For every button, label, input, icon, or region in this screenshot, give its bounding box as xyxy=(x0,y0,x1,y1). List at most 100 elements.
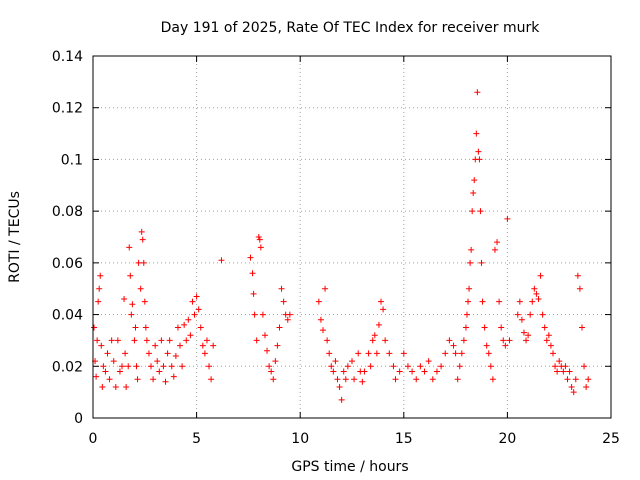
data-point xyxy=(266,363,273,370)
data-point xyxy=(481,324,488,331)
x-tick-label: 0 xyxy=(89,431,98,447)
data-point xyxy=(119,363,126,370)
data-point xyxy=(270,376,277,383)
data-point xyxy=(460,337,467,344)
data-point xyxy=(475,148,482,155)
data-point xyxy=(141,298,148,305)
data-point xyxy=(556,358,563,365)
data-point xyxy=(286,311,293,318)
data-point xyxy=(392,376,399,383)
data-point xyxy=(527,311,534,318)
data-point xyxy=(523,337,530,344)
data-point xyxy=(125,363,132,370)
data-point xyxy=(514,311,521,318)
data-point xyxy=(380,306,387,313)
data-point xyxy=(336,383,343,390)
y-tick-label: 0.14 xyxy=(52,49,83,65)
data-point xyxy=(150,376,157,383)
data-point xyxy=(126,244,133,251)
data-point xyxy=(249,270,256,277)
data-point xyxy=(127,272,134,279)
data-point xyxy=(375,321,382,328)
data-point xyxy=(272,358,279,365)
data-point xyxy=(193,293,200,300)
data-point xyxy=(97,272,104,279)
data-point xyxy=(543,337,550,344)
data-point xyxy=(104,350,111,357)
x-tick-label: 5 xyxy=(192,431,201,447)
data-point xyxy=(328,363,335,370)
data-point xyxy=(400,350,407,357)
data-point xyxy=(371,332,378,339)
data-point xyxy=(504,215,511,222)
data-point xyxy=(367,363,374,370)
data-point xyxy=(152,342,159,349)
data-point xyxy=(154,358,161,365)
data-point xyxy=(404,363,411,370)
data-point xyxy=(390,363,397,370)
data-point xyxy=(554,368,561,375)
data-point xyxy=(489,376,496,383)
data-point xyxy=(199,342,206,349)
data-point xyxy=(470,190,477,197)
data-point xyxy=(516,298,523,305)
y-tick-label: 0.1 xyxy=(61,152,83,168)
data-point xyxy=(483,342,490,349)
data-point xyxy=(112,383,119,390)
data-point xyxy=(458,350,465,357)
plot-frame xyxy=(92,55,612,419)
data-point xyxy=(338,396,345,403)
data-point xyxy=(438,363,445,370)
data-point xyxy=(256,236,263,243)
data-point xyxy=(201,350,208,357)
data-point xyxy=(257,244,264,251)
data-point xyxy=(452,350,459,357)
data-point xyxy=(187,332,194,339)
data-point xyxy=(166,337,173,344)
data-point xyxy=(319,327,326,334)
data-point xyxy=(369,337,376,344)
data-point xyxy=(506,337,513,344)
data-point xyxy=(365,350,372,357)
data-point xyxy=(552,363,559,370)
data-point xyxy=(133,363,140,370)
data-point xyxy=(409,368,416,375)
data-point xyxy=(278,285,285,292)
data-point xyxy=(342,376,349,383)
data-point xyxy=(498,324,505,331)
data-point xyxy=(334,376,341,383)
data-point xyxy=(485,350,492,357)
data-point xyxy=(578,324,585,331)
data-point xyxy=(446,337,453,344)
data-point xyxy=(181,321,188,328)
data-point xyxy=(469,208,476,215)
data-point xyxy=(491,246,498,253)
data-point xyxy=(315,298,322,305)
data-point xyxy=(340,368,347,375)
data-point xyxy=(174,324,181,331)
data-point xyxy=(496,298,503,305)
data-point xyxy=(132,324,139,331)
data-point xyxy=(179,363,186,370)
data-point xyxy=(122,350,129,357)
data-point xyxy=(541,324,548,331)
data-point xyxy=(467,259,474,266)
data-point xyxy=(359,378,366,385)
data-point xyxy=(442,350,449,357)
y-tick-label: 0.04 xyxy=(52,308,83,324)
data-point xyxy=(450,342,457,349)
data-point xyxy=(116,368,123,375)
x-tick-label: 15 xyxy=(395,431,413,447)
data-point xyxy=(425,358,432,365)
data-point xyxy=(264,347,271,354)
data-point xyxy=(487,363,494,370)
data-point xyxy=(494,239,501,246)
data-point xyxy=(261,332,268,339)
data-point xyxy=(566,368,573,375)
data-point xyxy=(429,376,436,383)
data-point xyxy=(128,311,135,318)
data-point xyxy=(456,363,463,370)
data-point xyxy=(129,301,136,308)
data-point xyxy=(123,383,130,390)
data-point xyxy=(160,363,167,370)
